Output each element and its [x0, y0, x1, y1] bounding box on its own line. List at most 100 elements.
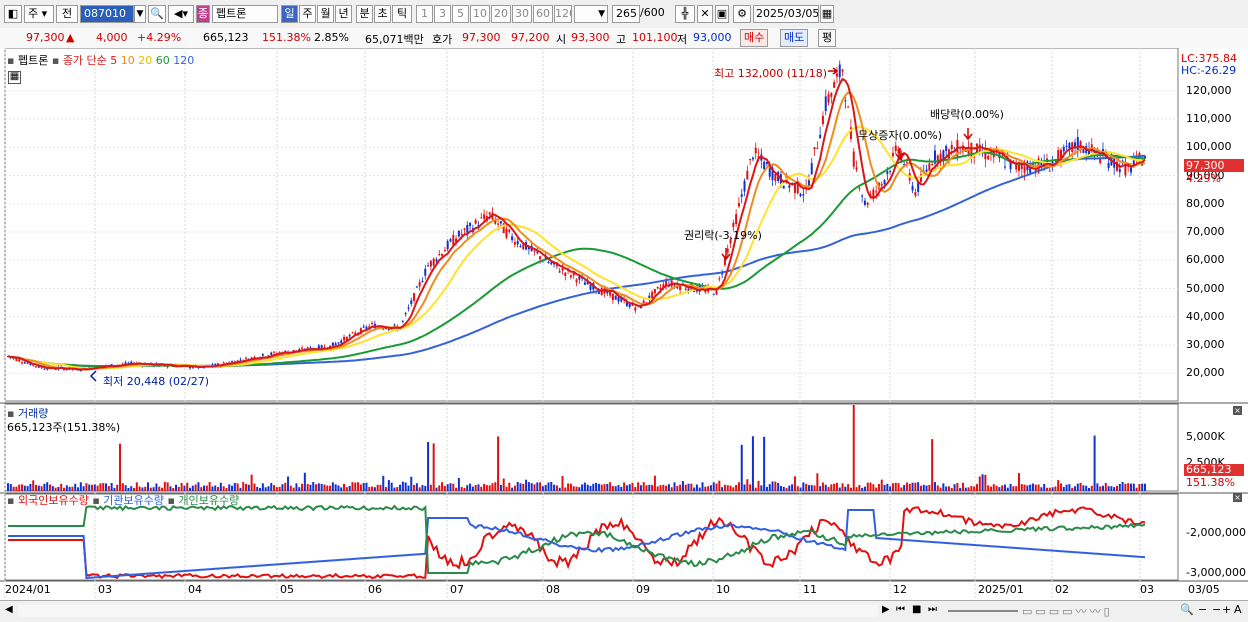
- zoom-slider[interactable]: [948, 610, 1018, 612]
- first-page-icon[interactable]: ⏮: [896, 604, 905, 615]
- code-input[interactable]: 087010: [80, 5, 134, 23]
- volume-bar: [1132, 483, 1135, 491]
- volume-bar: [1006, 487, 1009, 491]
- chart-canvas[interactable]: [0, 48, 1248, 621]
- volume-bar: [141, 487, 144, 491]
- interval-20[interactable]: 20: [491, 5, 511, 23]
- interval-30[interactable]: 30: [512, 5, 532, 23]
- volume-bar: [673, 482, 676, 491]
- gear-icon[interactable]: ⚙: [733, 5, 751, 23]
- zoom-in-icon[interactable]: +: [1222, 603, 1232, 616]
- buy-button[interactable]: 매수: [740, 29, 769, 47]
- table-toggle-icon[interactable]: ▦: [8, 71, 21, 84]
- horizontal-scrollbar[interactable]: [18, 605, 878, 617]
- candle-body: [555, 264, 558, 267]
- window-menu-icon[interactable]: ◧: [4, 5, 22, 23]
- volume-bar: [911, 482, 914, 491]
- volume-bar: [586, 484, 589, 491]
- volume-bar: [791, 484, 794, 491]
- volume-bar: [718, 480, 721, 491]
- candle-body: [1029, 165, 1032, 174]
- candle-body: [684, 288, 687, 290]
- crosshair-icon[interactable]: ✕: [697, 5, 713, 23]
- candle-body: [715, 288, 718, 295]
- candle-body: [796, 181, 799, 194]
- volume-bar: [18, 484, 21, 491]
- candle-body: [1020, 165, 1023, 170]
- candle-body: [1023, 166, 1026, 173]
- volume-bar: [477, 484, 480, 491]
- chart-type-icon[interactable]: ╬: [675, 5, 695, 23]
- volume-bar: [600, 484, 603, 491]
- x-label: 02: [1055, 583, 1069, 596]
- candle-body: [634, 307, 637, 311]
- candle-body: [15, 358, 18, 361]
- volume-bar: [670, 487, 673, 491]
- candle-body: [866, 202, 869, 205]
- volume-bar: [830, 484, 833, 491]
- date-input[interactable]: 2025/03/05: [753, 5, 819, 23]
- volume-bar: [1017, 473, 1020, 491]
- period-month[interactable]: 월: [317, 5, 334, 23]
- candle-body: [561, 268, 564, 271]
- candle-body: [497, 223, 500, 225]
- candle-body: [648, 295, 651, 300]
- period-second[interactable]: 초: [374, 5, 391, 23]
- count-input[interactable]: 265: [612, 5, 640, 23]
- candle-body: [502, 223, 505, 234]
- period-tick[interactable]: 틱: [392, 5, 412, 23]
- last-page-icon[interactable]: ⏭: [928, 604, 937, 615]
- sound-icon[interactable]: ◀▾: [168, 5, 194, 23]
- volume-bar: [54, 487, 57, 491]
- scroll-right-icon[interactable]: ▶: [882, 604, 890, 615]
- period-week[interactable]: 주: [299, 5, 316, 23]
- eval-button[interactable]: 평: [818, 29, 837, 47]
- zoom-out-icon[interactable]: −: [1198, 603, 1208, 616]
- high-arrow-icon: [828, 67, 839, 75]
- sell-button[interactable]: 매도: [780, 29, 809, 47]
- save-icon[interactable]: ▣: [715, 5, 729, 23]
- calendar-icon[interactable]: ▦: [820, 5, 834, 23]
- interval-60[interactable]: 60: [533, 5, 553, 23]
- price-tick-4: 80,000: [1186, 196, 1225, 210]
- stop-icon[interactable]: ■: [912, 604, 922, 615]
- interval-10[interactable]: 10: [470, 5, 490, 23]
- volume-bar: [841, 483, 844, 491]
- period-year[interactable]: 년: [335, 5, 352, 23]
- period-minute[interactable]: 분: [356, 5, 373, 23]
- prev-button[interactable]: 전: [56, 5, 78, 23]
- volume-close-icon[interactable]: ×: [1233, 406, 1242, 415]
- interval-120[interactable]: 120: [554, 5, 572, 23]
- search-icon[interactable]: 🔍: [148, 5, 166, 23]
- scroll-left-icon[interactable]: ◀: [5, 604, 13, 615]
- volume-bar: [589, 485, 592, 491]
- volume-bar: [32, 480, 35, 491]
- stock-name-field[interactable]: 펩트론: [212, 5, 278, 23]
- annotation-rights: 권리락(-3.19%): [684, 229, 762, 242]
- volume-bar: [872, 484, 875, 491]
- zoom-icon[interactable]: 🔍: [1180, 603, 1194, 616]
- volume-bar: [432, 443, 435, 491]
- interval-3[interactable]: 3: [434, 5, 451, 23]
- type-select[interactable]: 주 ▾: [24, 5, 54, 23]
- volume-bar: [617, 485, 620, 491]
- legend-individual: 개인보유수량: [178, 494, 240, 507]
- interval-dropdown[interactable]: ▼: [574, 5, 608, 23]
- candle-body: [345, 336, 348, 341]
- candle-body: [743, 180, 746, 192]
- interval-1[interactable]: 1: [416, 5, 433, 23]
- volume-bar: [858, 485, 861, 491]
- volume-bar: [337, 485, 340, 491]
- volume-bar: [541, 486, 544, 491]
- volume-bar: [956, 482, 959, 491]
- volume-bar: [1135, 487, 1138, 491]
- volume-bar: [49, 484, 52, 491]
- minus-icon[interactable]: −: [1212, 603, 1222, 616]
- interval-5[interactable]: 5: [452, 5, 469, 23]
- drawing-tools-icon[interactable]: ▭▭▭▭〰〰▯: [1022, 605, 1113, 618]
- text-tool-icon[interactable]: A: [1234, 603, 1242, 616]
- code-dropdown-icon[interactable]: ▼: [134, 5, 146, 23]
- volume-bar: [637, 482, 640, 491]
- period-day[interactable]: 일: [281, 5, 298, 23]
- holdings-close-icon[interactable]: ×: [1233, 493, 1242, 502]
